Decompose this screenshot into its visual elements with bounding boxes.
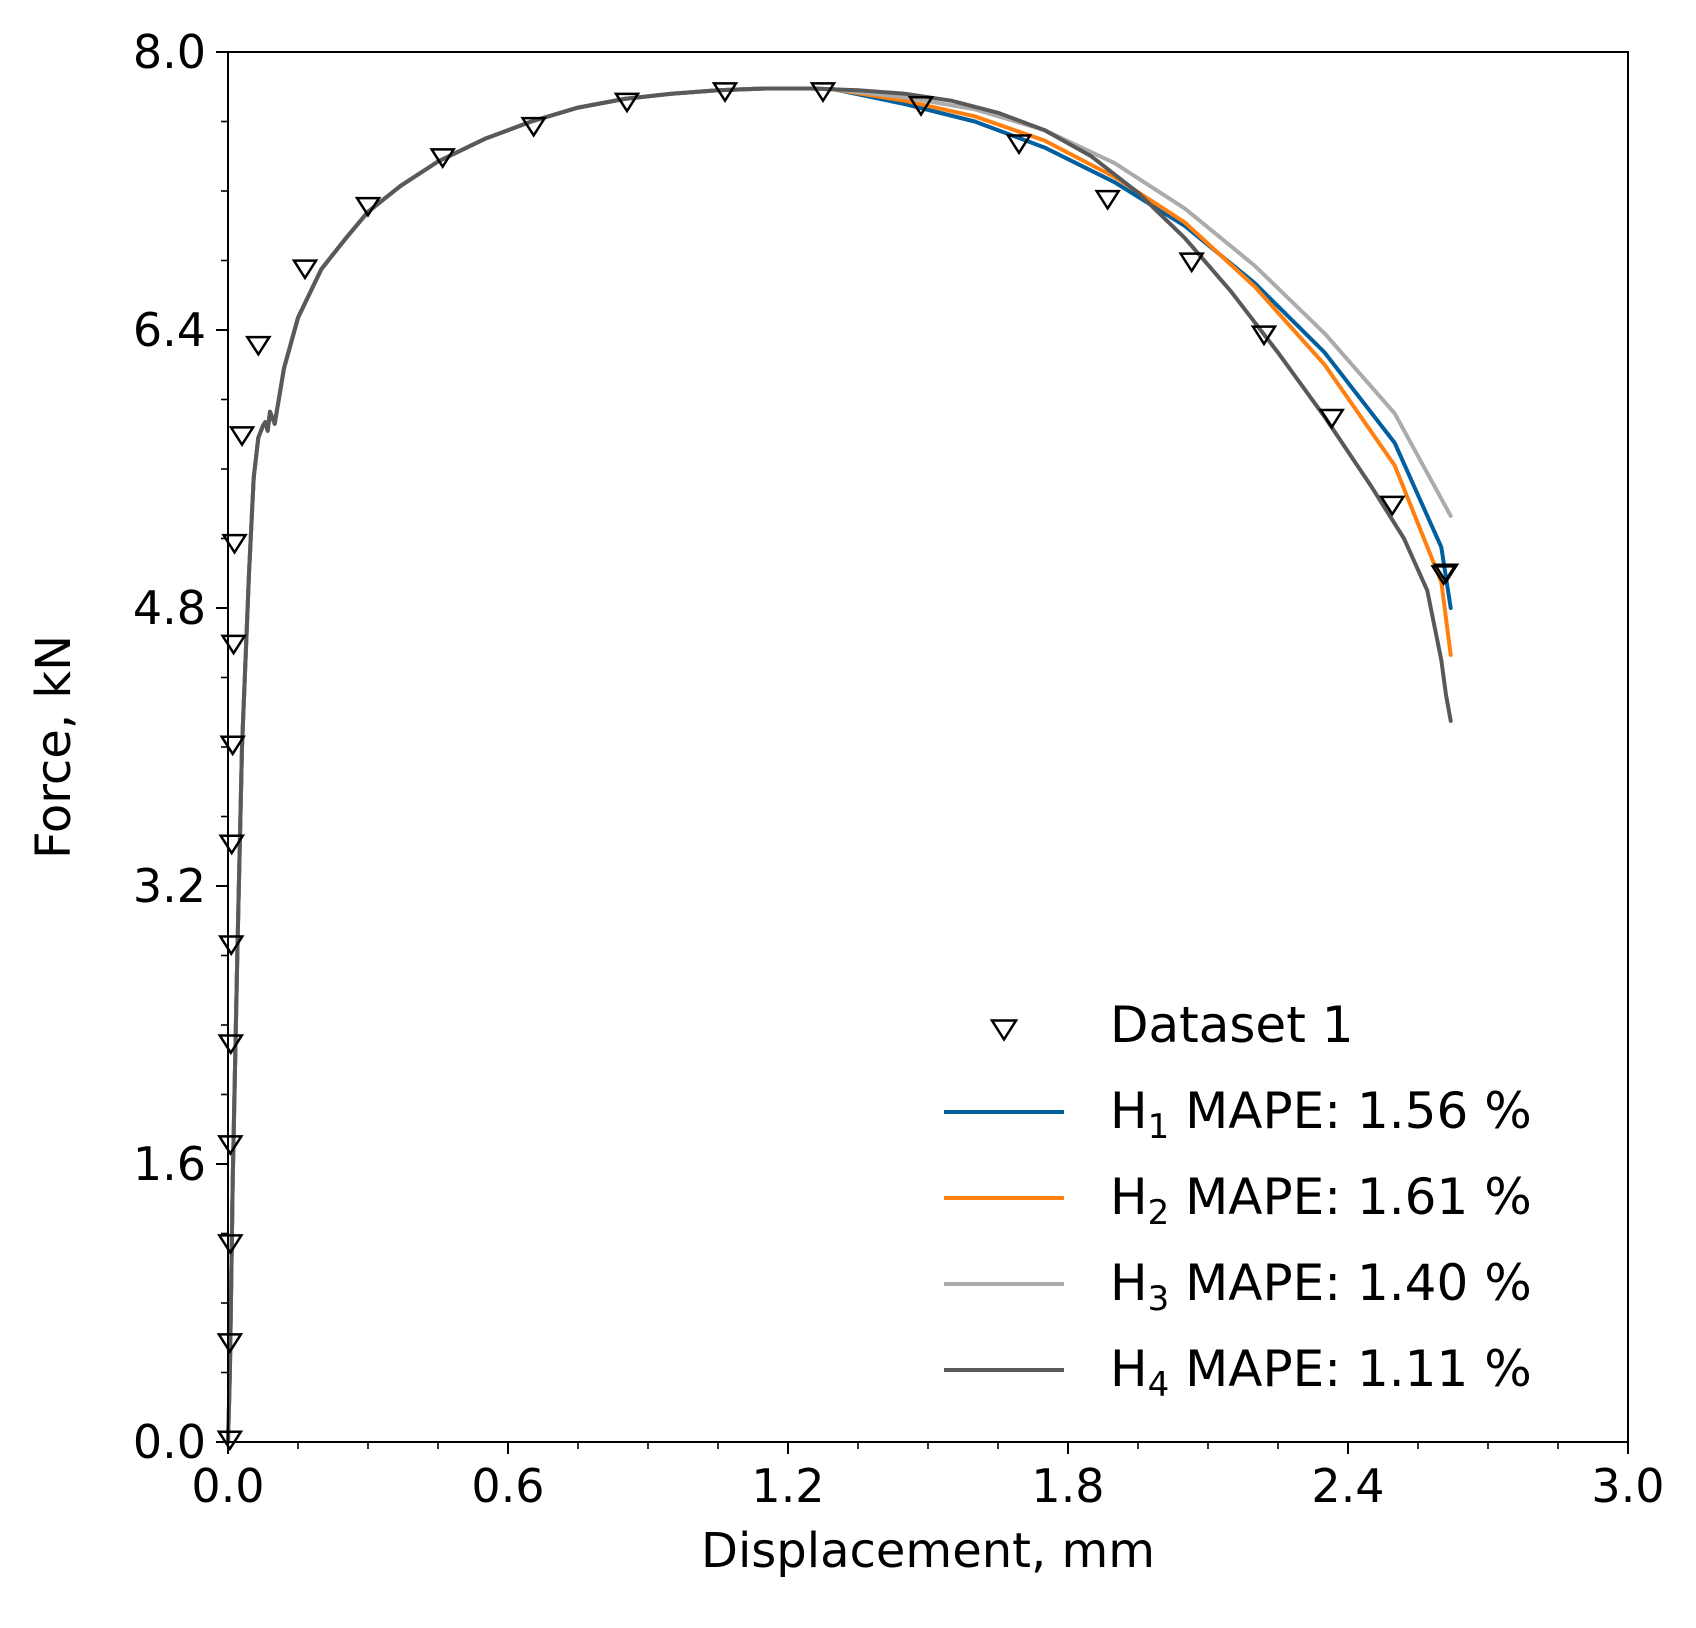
dataset-marker — [216, 1333, 244, 1355]
dataset-marker — [429, 148, 456, 170]
y-tick-label: 3.2 — [133, 859, 206, 913]
y-tick-label: 0.0 — [133, 1415, 206, 1469]
dataset-marker — [217, 1234, 244, 1255]
y-tick-label: 8.0 — [133, 25, 206, 79]
dataset-marker — [216, 1430, 244, 1452]
x-tick-label: 2.4 — [1311, 1459, 1384, 1513]
dataset-marker — [907, 96, 935, 117]
series-line-h1 — [226, 86, 1453, 1444]
dataset-marker — [1178, 252, 1205, 274]
series-line-h2 — [226, 86, 1453, 1444]
dataset-marker — [228, 426, 256, 448]
series-line-h3 — [226, 86, 1453, 1444]
dataset-marker — [711, 82, 739, 104]
dataset-marker — [245, 335, 272, 357]
x-tick-label: 1.8 — [1031, 1459, 1104, 1513]
series-line-h4 — [226, 86, 1453, 1444]
dataset-marker — [1250, 325, 1278, 347]
dataset-marker — [217, 1135, 244, 1156]
x-tick-label: 3.0 — [1591, 1459, 1664, 1513]
dataset-marker — [218, 834, 246, 856]
dataset-marker — [520, 116, 547, 138]
legend-label-h2: H2 MAPE: 1.61 % — [1110, 1168, 1532, 1233]
y-tick-label: 1.6 — [133, 1137, 206, 1191]
legend-marker-symbol — [989, 1019, 1019, 1042]
dataset-marker — [354, 196, 382, 218]
plot-frame — [227, 51, 1629, 1443]
x-tick-label: 0.6 — [471, 1459, 544, 1513]
dataset-marker — [1094, 189, 1121, 211]
dataset-marker — [613, 92, 641, 114]
dataset-marker — [1432, 563, 1460, 585]
x-axis-label: Displacement, mm — [701, 1523, 1155, 1579]
dataset-marker — [291, 259, 319, 281]
series-lines — [226, 86, 1453, 1444]
dataset-marker — [217, 1034, 245, 1056]
dataset-marker — [1318, 408, 1345, 430]
y-tick-label: 4.8 — [133, 581, 206, 635]
dataset-marker — [1005, 134, 1033, 156]
axis-ticks: 0.0 0.6 1.2 1.8 2.4 3.0 0.0 1.6 3.2 4.8 6.4 8.0 — [133, 25, 1665, 1513]
x-tick-label: 0.0 — [191, 1459, 264, 1513]
legend-label-h1: H1 MAPE: 1.56 % — [1110, 1082, 1532, 1147]
y-tick-label: 6.4 — [133, 303, 206, 357]
x-tick-label: 1.2 — [751, 1459, 824, 1513]
dataset-marker — [220, 634, 247, 656]
dataset-markers — [216, 82, 1460, 1452]
y-axis-label: Force, kN — [26, 635, 82, 859]
dataset-marker — [217, 935, 245, 957]
legend-label-h3: H3 MAPE: 1.40 % — [1110, 1254, 1532, 1319]
dataset-marker — [809, 82, 837, 104]
legend-label-h4: H4 MAPE: 1.11 % — [1110, 1340, 1532, 1405]
legend: Dataset 1 H1 MAPE: 1.56 % H2 MAPE: 1.61 % H… — [944, 996, 1532, 1405]
dataset-marker — [221, 533, 248, 555]
dataset-marker — [1379, 495, 1406, 517]
legend-label-dataset-1: Dataset 1 — [1110, 996, 1354, 1054]
